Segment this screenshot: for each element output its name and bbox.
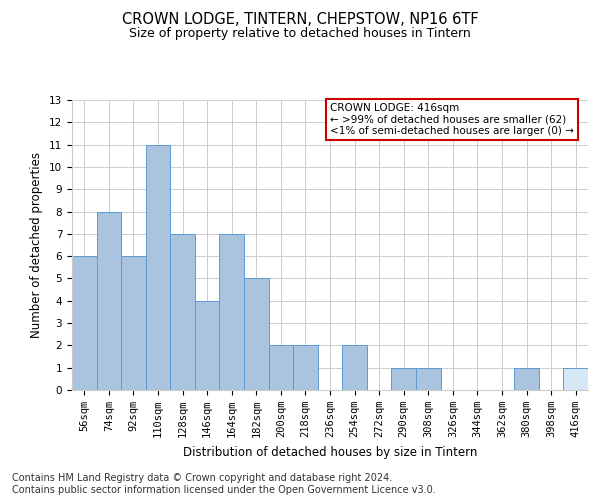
Text: CROWN LODGE, TINTERN, CHEPSTOW, NP16 6TF: CROWN LODGE, TINTERN, CHEPSTOW, NP16 6TF [122, 12, 478, 28]
Bar [97, 212, 121, 390]
Bar [244, 278, 269, 390]
Bar [514, 368, 539, 390]
Bar [563, 368, 588, 390]
Y-axis label: Number of detached properties: Number of detached properties [31, 152, 43, 338]
Text: Size of property relative to detached houses in Tintern: Size of property relative to detached ho… [129, 28, 471, 40]
Bar [391, 368, 416, 390]
Text: CROWN LODGE: 416sqm
← >99% of detached houses are smaller (62)
<1% of semi-detac: CROWN LODGE: 416sqm ← >99% of detached h… [330, 103, 574, 136]
Bar [72, 256, 97, 390]
Bar [195, 301, 220, 390]
Bar [269, 346, 293, 390]
Bar [416, 368, 440, 390]
Text: Contains HM Land Registry data © Crown copyright and database right 2024.
Contai: Contains HM Land Registry data © Crown c… [12, 474, 436, 495]
X-axis label: Distribution of detached houses by size in Tintern: Distribution of detached houses by size … [183, 446, 477, 458]
Bar [220, 234, 244, 390]
Bar [293, 346, 318, 390]
Bar [121, 256, 146, 390]
Bar [146, 144, 170, 390]
Bar [342, 346, 367, 390]
Bar [170, 234, 195, 390]
